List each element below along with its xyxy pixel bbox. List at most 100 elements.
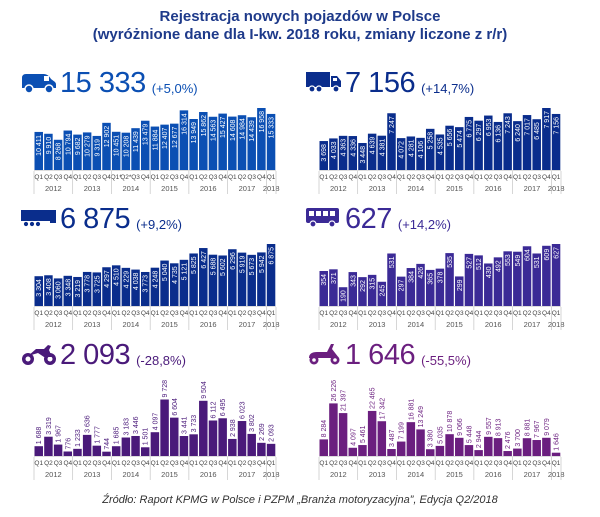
bar	[474, 255, 483, 306]
bar	[82, 132, 92, 170]
van-icon	[20, 68, 58, 96]
quarter-tick-label: Q1	[319, 174, 328, 181]
data-label: 3 441	[181, 416, 188, 434]
data-label: 8 913	[495, 418, 502, 436]
data-label: 6 427	[201, 251, 208, 269]
bar	[199, 112, 208, 170]
data-label: 4 297	[104, 270, 111, 288]
quarter-tick-label: Q4	[180, 310, 189, 317]
data-label: 12 407	[162, 128, 169, 150]
quarter-tick-label: Q1	[189, 460, 198, 467]
year-label: 2018	[263, 320, 280, 329]
quarter-tick-label: Q1	[151, 460, 160, 467]
year-label: 2013	[84, 470, 101, 479]
quarter-tick-label: Q1	[474, 310, 483, 317]
bar	[387, 449, 396, 456]
data-label: 9 557	[486, 417, 493, 435]
year-label: 2012	[45, 470, 62, 479]
year-label: 2016	[485, 184, 502, 193]
bar	[82, 271, 92, 306]
data-label: 354	[321, 274, 328, 286]
data-label: 378	[437, 272, 444, 284]
bar	[484, 263, 493, 306]
quarter-tick-label: Q3	[247, 460, 256, 467]
bar	[131, 128, 140, 170]
bar	[542, 108, 551, 170]
data-label: 190	[341, 290, 348, 302]
quarter-tick-label: Q2	[238, 460, 247, 467]
data-label: 3 408	[46, 278, 53, 296]
data-label: 22 465	[370, 387, 377, 409]
bar	[247, 433, 256, 456]
data-label: 6 136	[495, 125, 502, 143]
quarter-tick-label: Q1	[228, 310, 237, 317]
quarter-tick-label: Q4	[348, 174, 357, 181]
quarter-tick-label: Q3	[92, 310, 101, 317]
data-label: 527	[466, 257, 473, 269]
data-label: 8 284	[321, 420, 328, 438]
data-label: 7 017	[525, 118, 532, 136]
quarter-tick-label: Q3	[170, 310, 179, 317]
quarter-tick-label: Q2	[199, 174, 208, 181]
year-label: 2017	[524, 320, 541, 329]
bar	[522, 246, 532, 306]
headline-change: (+5,0%)	[151, 81, 198, 96]
bar	[247, 254, 256, 306]
headline-change: (-28,8%)	[136, 353, 186, 368]
quarter-tick-label: Q4	[63, 174, 72, 181]
headline: 1 646 (-55,5%)	[345, 338, 471, 370]
data-label: 14 563	[210, 120, 217, 142]
data-label: 12 902	[104, 126, 111, 148]
bar	[455, 437, 464, 456]
year-label: 2016	[485, 470, 502, 479]
year-label: 2012	[45, 320, 62, 329]
quarter-tick-label: Q1*	[111, 174, 123, 181]
bar	[257, 108, 266, 170]
quarter-tick-label: Q4	[141, 460, 150, 467]
bar	[329, 269, 338, 306]
bar	[551, 244, 561, 306]
data-label: 9 319	[94, 139, 101, 157]
quarter-tick-label: Q2	[83, 174, 92, 181]
quarter-tick-label: Q4	[542, 310, 551, 317]
bar	[92, 135, 102, 170]
data-label: 16 881	[408, 399, 415, 421]
bar	[474, 120, 483, 170]
data-label: 3 448	[360, 146, 367, 164]
data-label: 6 112	[210, 401, 217, 418]
bar	[445, 253, 454, 306]
year-label: 2013	[369, 184, 386, 193]
data-label: 343	[350, 275, 357, 287]
data-label: 299	[457, 279, 464, 291]
data-label: 14 439	[249, 120, 256, 142]
year-label: 2012	[330, 184, 347, 193]
bar	[121, 132, 131, 170]
quarter-tick-label: Q4	[102, 310, 111, 317]
data-label: 3 725	[94, 275, 101, 293]
bar	[102, 122, 111, 170]
quarter-tick-label: Q4	[218, 460, 227, 467]
bar	[44, 133, 53, 170]
bar	[34, 446, 43, 456]
bar	[464, 116, 474, 170]
quarter-tick-label: Q1	[267, 310, 276, 317]
quarter-tick-label: Q4	[102, 174, 111, 181]
bar	[396, 276, 406, 306]
data-label: 1 646	[554, 433, 561, 451]
quarter-tick-label: Q2	[484, 310, 493, 317]
quarter-tick-label: Q1	[397, 174, 406, 181]
quarter-tick-label: Q2	[160, 460, 169, 467]
year-label: 2017	[239, 184, 256, 193]
data-label: 365	[428, 273, 435, 285]
quarter-tick-label: Q2	[445, 460, 454, 467]
year-label: 2018	[548, 470, 565, 479]
data-label: 2 093	[269, 424, 276, 442]
bar	[228, 116, 237, 170]
data-label: 531	[389, 256, 396, 268]
data-label: 6 604	[172, 398, 179, 416]
quarter-tick-label: Q3	[532, 460, 541, 467]
headline-value: 15 333	[60, 67, 146, 99]
bar	[503, 113, 512, 170]
data-label: 3 304	[36, 279, 43, 297]
quarter-tick-label: Q1	[112, 310, 121, 317]
